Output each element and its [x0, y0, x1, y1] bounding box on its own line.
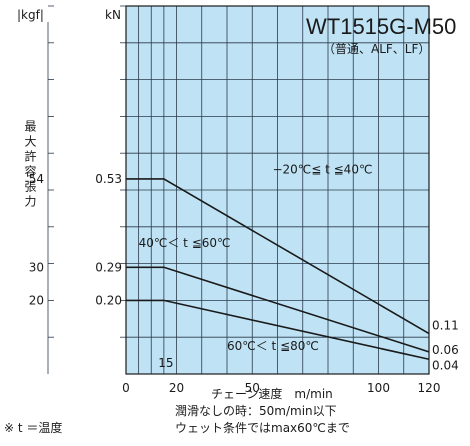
series-name-label: −20℃≦ t ≦40℃ [272, 162, 372, 176]
series-start-label: 0.29 [95, 260, 122, 274]
x-tick-label: 50 [245, 381, 260, 395]
series-end-label: 0.11 [432, 319, 459, 333]
chart-subtitle: （普通、ALF、LF） [323, 42, 430, 56]
series-start-label: 0.20 [95, 293, 122, 307]
series-line [126, 266, 430, 353]
series-start-label: 0.53 [95, 172, 122, 186]
series-end-label: 0.06 [432, 343, 459, 357]
kgf-tick-label: 30 [29, 260, 44, 274]
note-lubrication: 潤滑なしの時：50m/min以下 [175, 404, 337, 418]
x-marker-label: 15 [158, 356, 173, 370]
note-wet: ウェット条件ではmax60℃まで [175, 421, 350, 435]
x-axis-label: チェーン速度 m/min [211, 386, 333, 401]
series-name-label: 40℃＜ t ≦60℃ [139, 236, 231, 250]
x-tick-label: 100 [367, 381, 390, 395]
footnote: ※ t ＝温度 [4, 420, 62, 435]
kgf-tick-label: 54 [29, 172, 44, 186]
series-group [126, 178, 430, 361]
kgf-unit-label: |kgf| [17, 8, 44, 22]
grid [47, 5, 430, 374]
plot-frame [125, 5, 430, 375]
x-tick-label: 20 [169, 381, 184, 395]
series-line [126, 299, 430, 361]
kgf-tick-label: 20 [29, 293, 44, 307]
x-tick-label: 0 [122, 381, 130, 395]
labels-group: 0 20 50 100 120 15 54 30 20 0.53 0.11 −20℃≦ t ≦40℃ 0… [29, 162, 459, 395]
kn-unit-label: kN [105, 8, 121, 22]
x-tick-label: 120 [418, 381, 441, 395]
series-line [126, 178, 430, 335]
series-end-label: 0.04 [432, 358, 459, 372]
chart-title: WT1515G-M50 [306, 14, 456, 39]
series-name-label: 60℃＜ t ≦80℃ [227, 339, 319, 353]
y-axis-label: 最大許容張力 [23, 120, 37, 210]
